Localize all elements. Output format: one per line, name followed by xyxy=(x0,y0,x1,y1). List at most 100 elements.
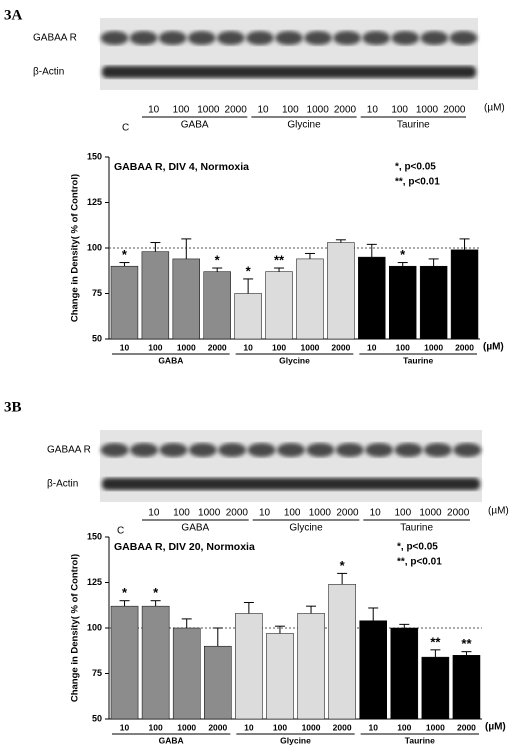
significance-label: * xyxy=(340,558,346,573)
x-tick-label: 10 xyxy=(120,722,130,732)
bar xyxy=(328,584,356,720)
y-tick-label: 50 xyxy=(92,713,102,723)
x-tick-label: 2000 xyxy=(331,342,350,352)
significance-label: * xyxy=(122,247,128,262)
x-tick-label: 10 xyxy=(243,342,253,352)
blot-band xyxy=(188,443,217,457)
group-label: Taurine xyxy=(403,355,433,365)
y-tick-label: 75 xyxy=(92,288,102,298)
lane-label: 1000 xyxy=(416,105,439,116)
x-tick-label: 2000 xyxy=(457,722,476,732)
blot-band xyxy=(306,443,335,457)
lane-label: 1000 xyxy=(307,105,330,116)
lane-label: 10 xyxy=(257,105,269,116)
blot-row-label: GABAA R xyxy=(33,33,77,44)
group-label: Glycine xyxy=(280,735,311,745)
panel-label: 3A xyxy=(4,7,23,23)
blot-band xyxy=(129,31,158,45)
blot-row-label: β-Actin xyxy=(33,67,64,78)
lane-label: 100 xyxy=(173,105,190,116)
bar xyxy=(172,627,201,720)
group-label: Taurine xyxy=(405,735,435,745)
blot-band xyxy=(420,31,449,45)
group-label: Glycine xyxy=(287,120,321,131)
significance-label: * xyxy=(400,247,406,262)
y-tick-label: 75 xyxy=(92,668,102,678)
unit-label: (µM) xyxy=(488,506,509,517)
bar xyxy=(110,265,139,340)
blot-band xyxy=(247,443,276,457)
lane-label: 100 xyxy=(394,508,411,519)
annotation: **, p<0.01 xyxy=(395,177,440,188)
bar xyxy=(110,605,139,720)
significance-label: ** xyxy=(461,636,472,651)
y-tick-label: 150 xyxy=(87,151,102,161)
bar xyxy=(203,271,231,340)
blot-band xyxy=(245,31,274,45)
x-tick-label: 1000 xyxy=(302,722,321,732)
x-tick-label: 100 xyxy=(272,342,286,352)
lane-label: 10 xyxy=(148,105,160,116)
blot-band xyxy=(394,443,423,457)
x-tick-label: 2000 xyxy=(208,342,227,352)
blot-band xyxy=(365,443,394,457)
blot-band xyxy=(187,31,216,45)
group-label: GABA xyxy=(158,355,183,365)
lane-label: 100 xyxy=(173,508,190,519)
annotation: *, p<0.05 xyxy=(397,542,438,553)
y-tick-label: 100 xyxy=(87,242,102,252)
bar xyxy=(234,293,262,340)
control-label: C xyxy=(117,526,124,537)
lane-label: 100 xyxy=(391,105,408,116)
y-axis-label: Change in Density( % of Control) xyxy=(70,554,81,702)
blot-band xyxy=(333,31,362,45)
x-tick-label: 100 xyxy=(148,342,162,352)
bar xyxy=(390,627,419,720)
y-axis-label: Change in Density( % of Control) xyxy=(70,174,81,322)
lane-label: 100 xyxy=(282,105,299,116)
blot-image xyxy=(100,430,482,502)
bar xyxy=(419,265,448,340)
blot-band xyxy=(129,443,159,457)
chart-title: GABAA R, DIV 4, Normoxia xyxy=(114,161,249,173)
x-tick-label: 10 xyxy=(367,342,377,352)
x-tick-label: 100 xyxy=(149,722,163,732)
lane-label: 1000 xyxy=(197,105,220,116)
x-tick-label: 1000 xyxy=(424,342,443,352)
unit-label: (µM) xyxy=(484,103,505,114)
bar xyxy=(327,242,355,340)
blot-band xyxy=(159,443,188,457)
blot-image xyxy=(100,18,478,90)
bar xyxy=(265,271,293,340)
annotation: *, p<0.05 xyxy=(395,162,436,173)
blot-band xyxy=(362,31,391,45)
y-tick-label: 125 xyxy=(87,197,102,207)
x-tick-label: 100 xyxy=(396,342,410,352)
blot-band xyxy=(391,31,420,45)
lane-label: 2000 xyxy=(443,105,466,116)
group-label: GABA xyxy=(181,523,209,534)
bar xyxy=(421,656,450,720)
blot-band xyxy=(449,31,478,45)
group-label: Taurine xyxy=(400,523,433,534)
lane-label: 2000 xyxy=(334,105,357,116)
blot-band xyxy=(304,31,333,45)
group-label: GABA xyxy=(181,120,209,131)
lane-label: 10 xyxy=(367,105,379,116)
lane-label: 10 xyxy=(370,508,382,519)
lane-label: 1000 xyxy=(198,508,221,519)
x-tick-label: 100 xyxy=(273,722,287,732)
blot-band xyxy=(453,443,482,457)
bar xyxy=(235,613,263,720)
bar xyxy=(452,655,481,720)
x-tick-label: 2000 xyxy=(455,342,474,352)
lane-label: 2000 xyxy=(336,508,359,519)
panel-label: 3B xyxy=(4,399,22,415)
x-tick-label: 1000 xyxy=(426,722,445,732)
blot-band xyxy=(216,31,245,45)
bar xyxy=(172,258,200,340)
blot-row-label: GABAA R xyxy=(47,445,91,456)
unit-label: (µM) xyxy=(485,722,506,733)
lane-label: 2000 xyxy=(447,508,470,519)
